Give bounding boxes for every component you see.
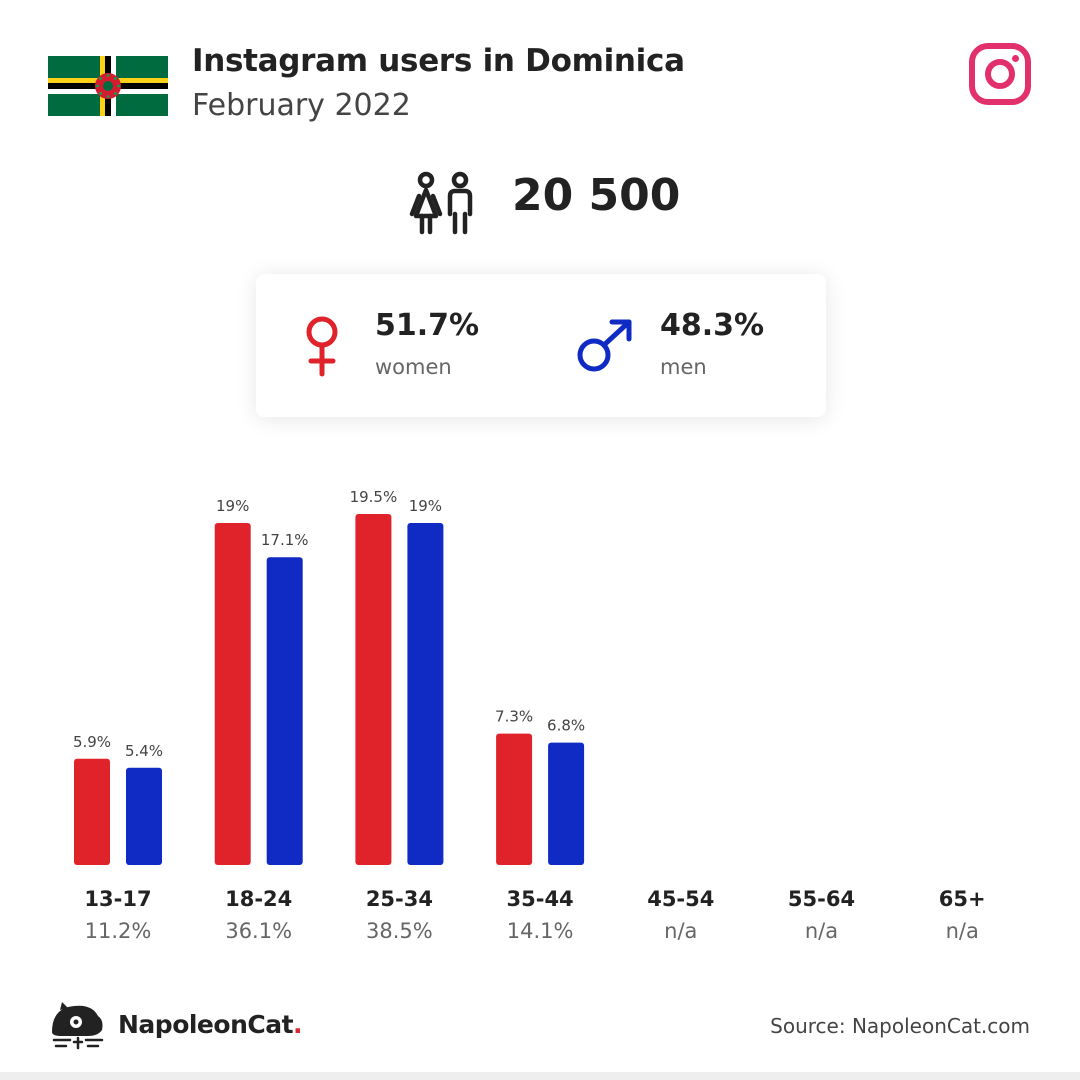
bar-label-women-18-24: 19% xyxy=(216,497,249,515)
age-group-label: 18-24 xyxy=(225,887,292,911)
page-title: Instagram users in Dominica xyxy=(192,43,685,79)
bar-label-women-35-44: 7.3% xyxy=(495,708,533,726)
age-group-label: 35-44 xyxy=(507,887,574,911)
bar-women-13-17 xyxy=(74,758,110,865)
napoleoncat-brand: NapoleonCat. xyxy=(118,1010,303,1039)
gender-split-card: 51.7% women 48.3% men xyxy=(256,274,826,417)
bar-label-men-13-17: 5.4% xyxy=(125,742,163,760)
page-subtitle: February 2022 xyxy=(192,88,411,123)
men-percent: 48.3% xyxy=(660,308,765,343)
bar-label-women-25-34: 19.5% xyxy=(350,488,398,506)
age-group-total: 11.2% xyxy=(85,919,152,943)
bar-women-35-44 xyxy=(496,733,533,865)
women-label: women xyxy=(375,355,452,379)
total-users: 20 500 xyxy=(512,170,681,221)
age-group-total: n/a xyxy=(946,919,979,943)
female-symbol-icon xyxy=(306,316,338,377)
brand-name: NapoleonCat xyxy=(118,1010,294,1039)
age-group-total: 38.5% xyxy=(366,919,433,943)
bar-men-35-44 xyxy=(548,742,585,865)
napoleoncat-logo-icon xyxy=(52,1002,104,1050)
bar-label-men-18-24: 17.1% xyxy=(261,531,309,549)
bar-men-13-17 xyxy=(126,767,162,865)
age-gender-bar-chart: 5.9% 5.4% 13-17 11.2% 19% 17.1% 18-24 36.1% 19.5… xyxy=(73,488,986,943)
male-symbol-icon xyxy=(577,319,632,372)
age-group-total: n/a xyxy=(664,919,697,943)
age-group-total: 14.1% xyxy=(507,919,574,943)
women-percent: 51.7% xyxy=(375,308,480,343)
bar-women-25-34 xyxy=(355,514,392,865)
dominica-flag-icon xyxy=(48,56,168,116)
bar-label-men-35-44: 6.8% xyxy=(547,717,585,735)
bar-men-18-24 xyxy=(266,557,303,865)
age-group-total: n/a xyxy=(805,919,838,943)
bar-men-25-34 xyxy=(407,523,444,865)
bar-label-women-13-17: 5.9% xyxy=(73,733,111,751)
age-group-label: 55-64 xyxy=(788,887,855,911)
age-group-label: 65+ xyxy=(939,887,986,911)
source-note: Source: NapoleonCat.com xyxy=(770,1014,1030,1038)
men-label: men xyxy=(660,355,707,379)
age-group-label: 45-54 xyxy=(647,887,714,911)
bottom-strip xyxy=(0,1072,1080,1080)
age-group-label: 13-17 xyxy=(84,887,151,911)
instagram-icon xyxy=(969,43,1031,105)
people-icon xyxy=(409,171,473,235)
age-group-label: 25-34 xyxy=(366,887,433,911)
bar-label-men-25-34: 19% xyxy=(409,497,442,515)
brand-dot: . xyxy=(293,1010,303,1039)
age-group-total: 36.1% xyxy=(225,919,292,943)
bar-women-18-24 xyxy=(214,523,251,865)
